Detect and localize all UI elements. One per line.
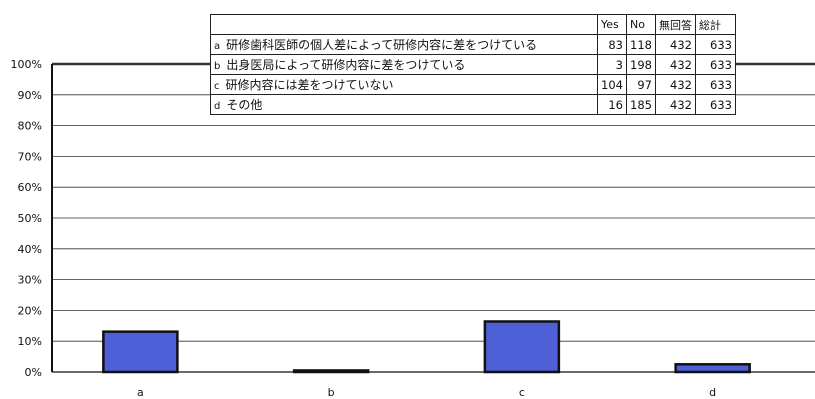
table-row: d その他 16 185 432 633 — [210, 94, 736, 115]
cell-na: 432 — [655, 74, 696, 95]
row-label: a 研修歯科医師の個人差によって研修内容に差をつけている — [210, 34, 598, 55]
y-tick-label: 10% — [18, 335, 42, 348]
cell-no: 118 — [626, 34, 656, 55]
y-tick-label: 80% — [18, 120, 42, 133]
row-description: その他 — [226, 98, 263, 112]
x-tick-label: a — [137, 386, 144, 399]
row-label: d その他 — [210, 94, 598, 115]
cell-yes: 16 — [597, 94, 627, 115]
x-tick-label: d — [709, 386, 716, 399]
bar-c — [483, 320, 561, 374]
cell-na: 432 — [655, 54, 696, 75]
row-label: c 研修内容には差をつけていない — [210, 74, 598, 95]
table-header-no: No — [626, 14, 656, 35]
row-label: b 出身医局によって研修内容に差をつけている — [210, 54, 598, 75]
cell-no: 185 — [626, 94, 656, 115]
y-tick-label: 70% — [18, 150, 42, 163]
table-header-row: Yes No 無回答 総計 — [210, 14, 736, 35]
y-tick-label: 90% — [18, 89, 42, 102]
cell-yes: 3 — [597, 54, 627, 75]
table-row: c 研修内容には差をつけていない 104 97 432 633 — [210, 74, 736, 95]
y-tick-label: 30% — [18, 274, 42, 287]
cell-no: 97 — [626, 74, 656, 95]
row-description: 研修内容には差をつけていない — [225, 78, 394, 92]
cell-no: 198 — [626, 54, 656, 75]
y-tick-label: 100% — [11, 58, 42, 71]
row-description: 出身医局によって研修内容に差をつけている — [226, 58, 466, 72]
cell-yes: 104 — [597, 74, 627, 95]
y-tick-label: 0% — [25, 366, 42, 379]
table-row: a 研修歯科医師の個人差によって研修内容に差をつけている 83 118 432 6… — [210, 34, 736, 55]
table-header-total: 総計 — [695, 14, 736, 35]
table-header-na: 無回答 — [655, 14, 696, 35]
cell-total: 633 — [695, 74, 736, 95]
row-code: c — [214, 81, 220, 92]
y-tick-label: 20% — [18, 304, 42, 317]
cell-total: 633 — [695, 34, 736, 55]
x-tick-label: b — [328, 386, 335, 399]
cell-na: 432 — [655, 34, 696, 55]
row-code: a — [214, 41, 221, 52]
cell-na: 432 — [655, 94, 696, 115]
y-tick-label: 40% — [18, 243, 42, 256]
bar-d — [674, 363, 751, 374]
cell-total: 633 — [695, 54, 736, 75]
bar-a — [102, 330, 179, 374]
x-tick-label: c — [519, 386, 525, 399]
y-tick-label: 50% — [18, 212, 42, 225]
row-description: 研修歯科医師の個人差によって研修内容に差をつけている — [226, 38, 538, 52]
table-header-empty — [210, 14, 598, 35]
data-table: Yes No 無回答 総計 a 研修歯科医師の個人差によって研修内容に差をつけてい… — [210, 14, 736, 115]
table-row: b 出身医局によって研修内容に差をつけている 3 198 432 633 — [210, 54, 736, 75]
cell-yes: 83 — [597, 34, 627, 55]
row-code: d — [214, 101, 221, 112]
row-code: b — [214, 61, 221, 72]
bar-b — [292, 369, 370, 374]
y-tick-label: 60% — [18, 181, 42, 194]
table-header-yes: Yes — [597, 14, 627, 35]
cell-total: 633 — [695, 94, 736, 115]
